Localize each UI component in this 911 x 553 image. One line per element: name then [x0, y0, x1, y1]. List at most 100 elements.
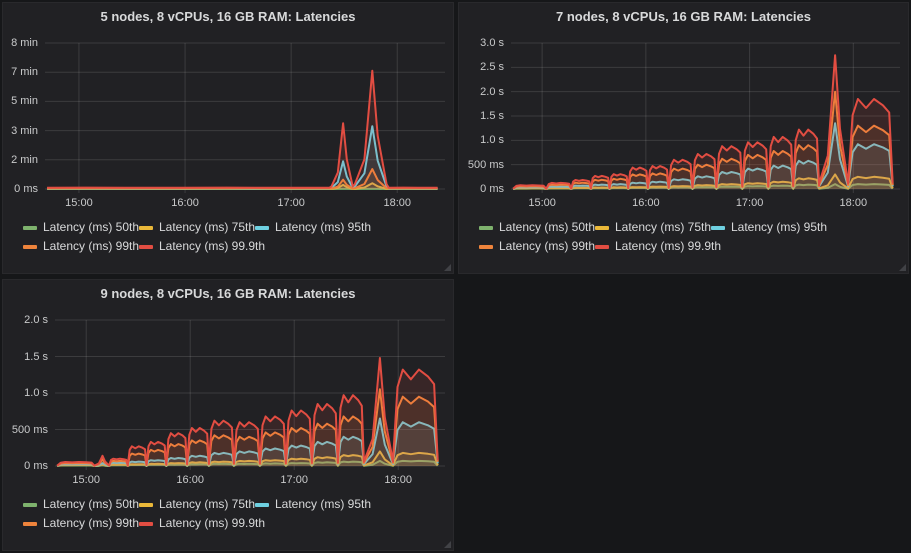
x-tick-label: 15:00: [72, 474, 100, 486]
series-line: [512, 54, 894, 190]
legend-item[interactable]: Latency (ms) 50th: [23, 218, 139, 237]
legend-label: Latency (ms) 99th: [43, 516, 140, 530]
legend-swatch-icon: [23, 225, 37, 230]
chart-area: 0 ms 2 min 3 min 5 min 7 min 8 min: [3, 31, 453, 195]
legend-swatch-icon: [255, 225, 269, 230]
legend: Latency (ms) 50th Latency (ms) 75th Latenc…: [3, 490, 453, 533]
legend-item[interactable]: Latency (ms) 99.9th: [139, 514, 265, 533]
legend-swatch-icon: [479, 244, 493, 249]
legend-swatch-icon: [595, 244, 609, 249]
legend-label: Latency (ms) 50th: [499, 220, 596, 234]
y-tick-label: 0 ms: [480, 183, 504, 195]
legend-item[interactable]: Latency (ms) 50th: [479, 218, 595, 237]
legend: Latency (ms) 50th Latency (ms) 75th Latenc…: [459, 213, 908, 256]
y-axis: 0 ms 500 ms 1.0 s 1.5 s 2.0 s 2.5 s 3.0 s: [459, 31, 511, 195]
legend-label: Latency (ms) 99.9th: [159, 239, 266, 253]
x-tick-label: 15:00: [65, 197, 93, 209]
legend-swatch-icon: [23, 502, 37, 507]
y-tick-label: 2.5 s: [480, 61, 504, 74]
legend-label: Latency (ms) 95th: [731, 220, 828, 234]
plot-canvas[interactable]: [511, 31, 900, 195]
y-axis: 0 ms 2 min 3 min 5 min 7 min 8 min: [3, 31, 45, 195]
chart-area: 0 ms 500 ms 1.0 s 1.5 s 2.0 s: [3, 308, 453, 472]
legend-label: Latency (ms) 75th: [159, 497, 256, 511]
x-tick-label: 17:00: [277, 197, 305, 209]
x-axis: 15:00 16:00 17:00 18:00: [45, 195, 445, 213]
y-tick-label: 3 min: [11, 124, 38, 137]
legend-label: Latency (ms) 50th: [43, 497, 140, 511]
series-line: [512, 173, 894, 190]
x-tick-label: 15:00: [528, 197, 556, 209]
resize-handle-icon[interactable]: [899, 264, 906, 271]
panel-9-nodes-latencies: 9 nodes, 8 vCPUs, 16 GB RAM: Latencies 0…: [2, 279, 454, 551]
legend-swatch-icon: [255, 502, 269, 507]
panel-title[interactable]: 9 nodes, 8 vCPUs, 16 GB RAM: Latencies: [100, 286, 356, 301]
legend-item[interactable]: Latency (ms) 99th: [23, 514, 139, 533]
legend-item[interactable]: Latency (ms) 75th: [139, 218, 255, 237]
plot-canvas[interactable]: [55, 308, 445, 472]
y-axis: 0 ms 500 ms 1.0 s 1.5 s 2.0 s: [3, 308, 55, 472]
legend-item[interactable]: Latency (ms) 99.9th: [139, 237, 265, 256]
legend-item[interactable]: Latency (ms) 99.9th: [595, 237, 721, 256]
x-axis: 15:00 16:00 17:00 18:00: [55, 472, 445, 490]
y-tick-label: 2.0 s: [480, 85, 504, 98]
y-tick-label: 500 ms: [11, 423, 48, 436]
legend-item[interactable]: Latency (ms) 99th: [23, 237, 139, 256]
y-tick-label: 1.5 s: [480, 110, 504, 122]
series-line: [512, 122, 894, 190]
legend-item[interactable]: Latency (ms) 99th: [479, 237, 595, 256]
legend-swatch-icon: [139, 225, 153, 230]
legend-item[interactable]: Latency (ms) 50th: [23, 495, 139, 514]
x-tick-label: 18:00: [839, 197, 868, 209]
x-tick-label: 16:00: [632, 197, 660, 209]
panel-7-nodes-latencies: 7 nodes, 8 vCPUs, 16 GB RAM: Latencies 0…: [458, 2, 909, 274]
legend: Latency (ms) 50th Latency (ms) 75th Latenc…: [3, 213, 453, 256]
x-tick-label: 16:00: [171, 197, 199, 209]
legend-item[interactable]: Latency (ms) 95th: [255, 218, 371, 237]
legend-label: Latency (ms) 95th: [275, 497, 372, 511]
x-tick-label: 17:00: [735, 197, 764, 209]
y-tick-label: 2 min: [11, 153, 38, 166]
y-tick-label: 3.0 s: [480, 37, 504, 49]
panel-5-nodes-latencies: 5 nodes, 8 vCPUs, 16 GB RAM: Latencies 0…: [2, 2, 454, 274]
panel-title[interactable]: 5 nodes, 8 vCPUs, 16 GB RAM: Latencies: [100, 9, 356, 24]
resize-handle-icon[interactable]: [444, 541, 451, 548]
y-tick-label: 7 min: [11, 66, 38, 79]
chart-svg: [511, 42, 900, 193]
legend-swatch-icon: [139, 502, 153, 507]
panel-title[interactable]: 7 nodes, 8 vCPUs, 16 GB RAM: Latencies: [555, 9, 812, 24]
resize-handle-icon[interactable]: [444, 264, 451, 271]
legend-label: Latency (ms) 75th: [159, 220, 256, 234]
legend-label: Latency (ms) 99th: [499, 239, 596, 253]
y-tick-label: 1.5 s: [24, 350, 48, 363]
legend-swatch-icon: [139, 521, 153, 526]
legend-swatch-icon: [23, 521, 37, 526]
plot-canvas[interactable]: [45, 31, 445, 195]
legend-swatch-icon: [479, 225, 493, 230]
y-tick-label: 1.0 s: [24, 387, 48, 399]
series-line: [56, 357, 439, 467]
legend-label: Latency (ms) 99th: [43, 239, 140, 253]
y-tick-label: 0 ms: [14, 183, 38, 195]
legend-swatch-icon: [595, 225, 609, 230]
legend-item[interactable]: Latency (ms) 95th: [255, 495, 371, 514]
legend-item[interactable]: Latency (ms) 95th: [711, 218, 827, 237]
legend-item[interactable]: Latency (ms) 75th: [139, 495, 255, 514]
legend-label: Latency (ms) 75th: [615, 220, 712, 234]
chart-svg: [45, 42, 445, 193]
chart-svg: [55, 319, 445, 470]
legend-swatch-icon: [23, 244, 37, 249]
chart-area: 0 ms 500 ms 1.0 s 1.5 s 2.0 s 2.5 s 3.0 s: [459, 31, 908, 195]
legend-label: Latency (ms) 50th: [43, 220, 140, 234]
legend-swatch-icon: [711, 225, 725, 230]
x-tick-label: 18:00: [384, 474, 412, 486]
legend-item[interactable]: Latency (ms) 75th: [595, 218, 711, 237]
x-axis: 15:00 16:00 17:00 18:00: [511, 195, 900, 213]
x-tick-label: 18:00: [383, 197, 412, 209]
legend-label: Latency (ms) 99.9th: [615, 239, 722, 253]
y-tick-label: 2.0 s: [24, 314, 48, 326]
legend-label: Latency (ms) 95th: [275, 220, 372, 234]
x-tick-label: 16:00: [176, 474, 204, 486]
legend-label: Latency (ms) 99.9th: [159, 516, 266, 530]
